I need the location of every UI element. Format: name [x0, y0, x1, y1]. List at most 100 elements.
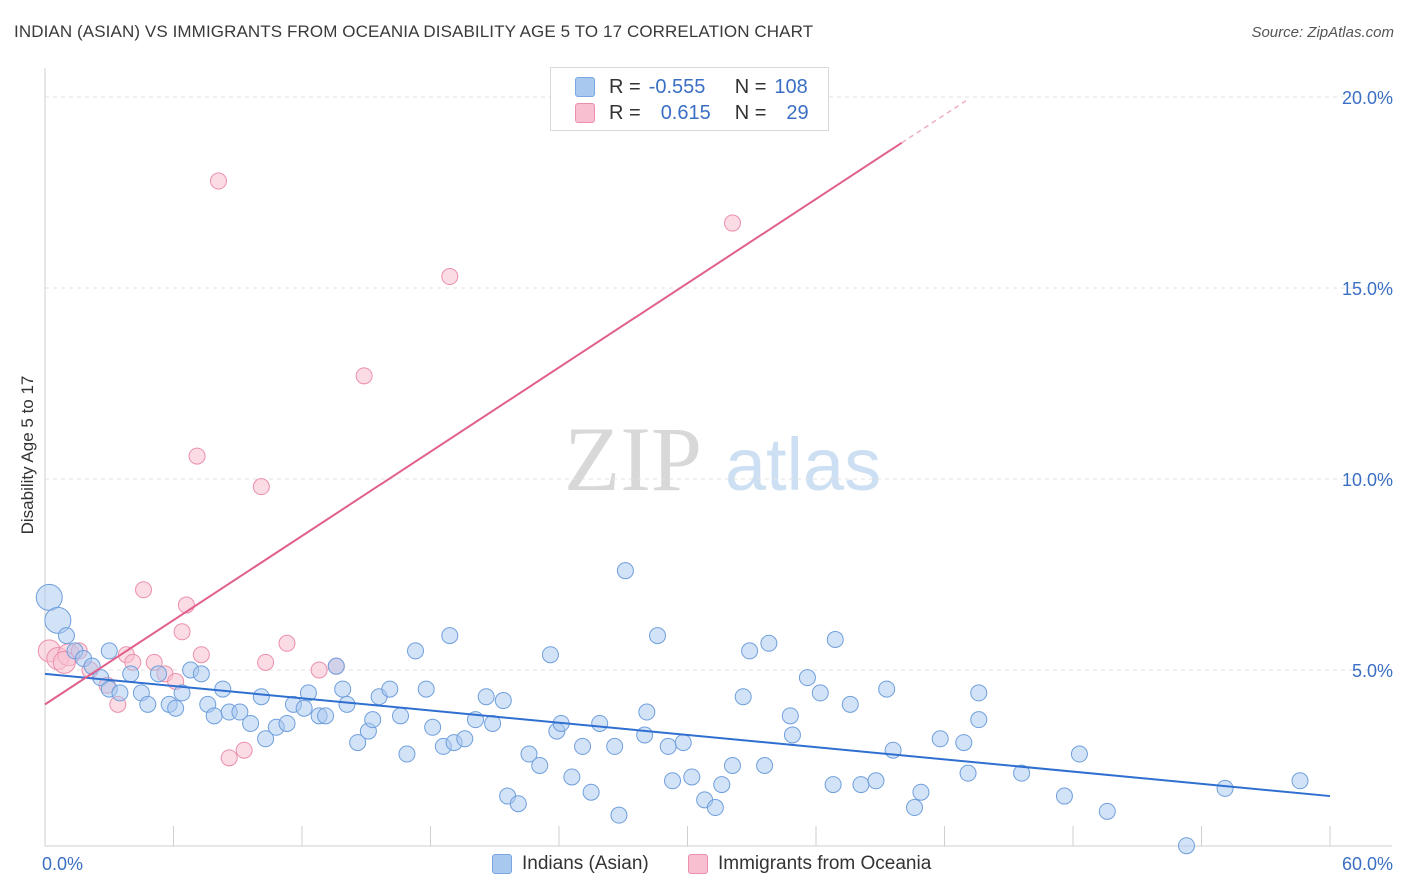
- bottom-legend-swatch-oceania: [688, 854, 708, 874]
- point-indians: [122, 665, 140, 683]
- watermark-zip: ZIP: [564, 408, 702, 510]
- point-oceania: [252, 478, 270, 496]
- point-oceania: [441, 268, 459, 286]
- point-indians: [781, 707, 799, 725]
- point-indians: [477, 688, 495, 706]
- trendline-indians: [44, 672, 1331, 798]
- x-tick-label: 0.0%: [42, 854, 83, 874]
- point-indians: [338, 695, 356, 713]
- point-indians: [424, 718, 442, 736]
- point-indians: [150, 665, 168, 683]
- point-indians: [44, 606, 72, 634]
- point-indians: [392, 707, 410, 725]
- point-indians: [441, 627, 459, 645]
- point-indians: [456, 730, 474, 748]
- point-oceania: [135, 581, 153, 599]
- point-oceania: [192, 646, 210, 664]
- point-indians: [1178, 837, 1196, 855]
- point-indians: [582, 783, 600, 801]
- point-indians: [531, 757, 549, 774]
- watermark-atlas: atlas: [725, 423, 881, 506]
- point-indians: [257, 730, 275, 748]
- point-indians: [173, 684, 191, 702]
- point-indians: [57, 627, 75, 645]
- point-indians: [100, 642, 118, 660]
- legend-n-value: 108: [774, 75, 808, 98]
- point-indians: [674, 734, 692, 752]
- legend-n-value: 29: [786, 101, 809, 124]
- point-indians: [494, 692, 512, 710]
- point-oceania: [278, 634, 296, 652]
- point-indians: [295, 699, 313, 717]
- point-indians: [349, 734, 367, 752]
- point-indians: [970, 711, 988, 729]
- point-indians: [811, 684, 829, 702]
- x-tick-label: 60.0%: [1342, 854, 1393, 874]
- point-indians: [591, 714, 609, 732]
- bottom-legend-oceania: Immigrants from Oceania: [688, 852, 931, 876]
- point-indians: [826, 630, 844, 648]
- point-oceania: [355, 367, 373, 385]
- point-indians: [659, 737, 677, 755]
- point-indians: [509, 795, 527, 813]
- point-indians: [364, 711, 382, 729]
- bottom-legend-label: Immigrants from Oceania: [718, 853, 932, 874]
- point-oceania: [173, 623, 191, 641]
- point-oceania: [220, 749, 238, 767]
- point-indians: [824, 776, 842, 794]
- point-indians: [192, 665, 210, 683]
- point-indians: [520, 745, 538, 763]
- point-indians: [955, 734, 973, 752]
- legend-r-label: R =: [609, 75, 641, 98]
- point-indians: [299, 684, 317, 702]
- bottom-legend-label: Indians (Asian): [522, 853, 649, 874]
- point-indians: [664, 772, 682, 790]
- legend-r-value: 0.615: [660, 101, 711, 124]
- point-indians: [852, 776, 870, 794]
- legend-n-label: N =: [734, 101, 767, 124]
- point-indians: [867, 772, 885, 790]
- point-indians: [906, 799, 924, 817]
- y-tick-label: 15.0%: [1342, 279, 1393, 299]
- point-indians: [610, 806, 628, 824]
- point-oceania: [235, 741, 253, 759]
- point-indians: [970, 684, 988, 702]
- point-indians: [723, 757, 741, 774]
- point-indians: [381, 680, 399, 698]
- point-oceania: [257, 653, 275, 671]
- point-indians: [214, 680, 232, 698]
- trendline-oceania: [44, 142, 903, 706]
- bottom-legend-swatch-indians: [492, 854, 512, 874]
- point-indians: [317, 707, 335, 725]
- point-indians: [417, 680, 435, 698]
- y-tick-label: 10.0%: [1342, 470, 1393, 490]
- point-indians: [205, 707, 223, 725]
- point-indians: [278, 714, 296, 732]
- y-axis-title: Disability Age 5 to 17: [18, 375, 37, 535]
- point-oceania: [209, 172, 227, 190]
- point-indians: [706, 799, 724, 817]
- y-tick-label: 5.0%: [1352, 661, 1393, 681]
- chart-title: INDIAN (ASIAN) VS IMMIGRANTS FROM OCEANI…: [14, 22, 814, 41]
- point-indians: [167, 699, 185, 717]
- point-indians: [912, 783, 930, 801]
- point-indians: [878, 680, 896, 698]
- legend-r-value: -0.555: [648, 75, 706, 98]
- point-indians: [756, 757, 774, 774]
- point-indians: [139, 695, 157, 713]
- legend-swatch-indians: [575, 77, 595, 97]
- point-indians: [741, 642, 759, 660]
- point-indians: [1070, 745, 1088, 763]
- point-indians: [616, 562, 634, 580]
- point-indians: [231, 703, 249, 721]
- point-indians: [841, 695, 859, 713]
- source-label: Source: ZipAtlas.com: [1251, 24, 1394, 41]
- point-indians: [1013, 764, 1031, 782]
- point-indians: [563, 768, 581, 786]
- point-indians: [398, 745, 416, 763]
- point-indians: [683, 768, 701, 786]
- bottom-legend-indians: Indians (Asian): [492, 852, 649, 876]
- point-indians: [760, 634, 778, 652]
- legend-row-oceania: R = 0.615 N = 29: [575, 100, 809, 126]
